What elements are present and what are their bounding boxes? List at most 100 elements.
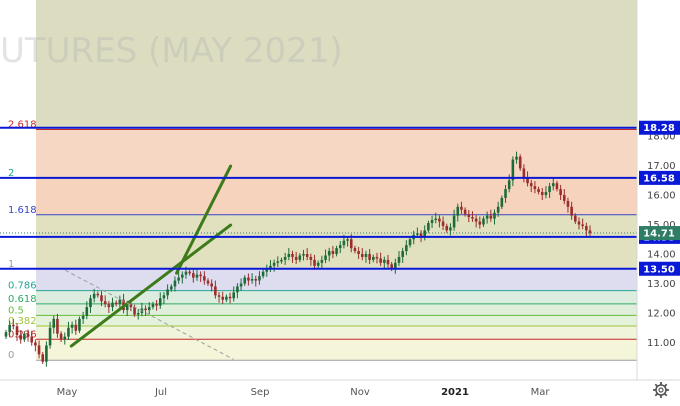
y-tick-label: 18.00 bbox=[647, 132, 676, 143]
candle bbox=[581, 224, 584, 226]
candle bbox=[239, 283, 243, 287]
fib-label: 0.382 bbox=[8, 316, 37, 327]
candle bbox=[467, 214, 471, 218]
candle bbox=[103, 301, 107, 305]
candle bbox=[537, 189, 540, 193]
candle bbox=[496, 206, 500, 213]
price-tag[interactable] bbox=[639, 170, 680, 185]
candle bbox=[357, 251, 360, 254]
fib-label: 2 bbox=[8, 168, 14, 179]
x-tick-label: Jul bbox=[154, 387, 167, 398]
price-tag-label: 16.58 bbox=[643, 173, 675, 184]
candle bbox=[518, 156, 522, 169]
candle bbox=[434, 218, 438, 221]
candle bbox=[111, 302, 114, 308]
time-scale-background[interactable] bbox=[0, 380, 637, 402]
candle bbox=[195, 274, 199, 278]
candle bbox=[147, 307, 151, 311]
y-tick-label: 15.00 bbox=[647, 220, 676, 231]
candle bbox=[70, 324, 74, 328]
fib-band bbox=[36, 129, 637, 178]
candle bbox=[276, 261, 280, 263]
y-axis: 11.00 12.00 13.00 14.00 15.00 16.00 17.00 18.00 bbox=[647, 132, 676, 350]
candle bbox=[92, 293, 96, 299]
fib-band bbox=[36, 303, 637, 316]
candle bbox=[485, 215, 489, 219]
candle bbox=[324, 255, 327, 260]
candle bbox=[192, 273, 195, 278]
y-tick-label: 17.00 bbox=[647, 161, 676, 172]
trendline-steep[interactable] bbox=[175, 164, 233, 275]
price-tag[interactable] bbox=[639, 261, 680, 276]
candle bbox=[283, 256, 287, 260]
fib-label: 1.618 bbox=[8, 205, 37, 216]
candle bbox=[81, 315, 85, 319]
candle bbox=[78, 318, 81, 331]
candle bbox=[125, 304, 129, 311]
candle bbox=[8, 324, 11, 333]
candle bbox=[405, 245, 408, 252]
price-tag[interactable] bbox=[639, 120, 680, 135]
candle bbox=[327, 251, 331, 256]
candle bbox=[89, 298, 92, 308]
candle bbox=[302, 254, 305, 256]
candle bbox=[386, 259, 390, 265]
candle bbox=[162, 295, 166, 299]
candle bbox=[441, 221, 445, 226]
candle bbox=[133, 307, 136, 315]
price-scale-background[interactable] bbox=[637, 0, 680, 402]
candle bbox=[445, 225, 449, 231]
candle bbox=[478, 221, 482, 225]
candle bbox=[482, 218, 485, 225]
candle bbox=[261, 271, 265, 277]
candle bbox=[522, 168, 526, 178]
candle bbox=[305, 254, 309, 257]
trendline-support[interactable] bbox=[69, 223, 233, 348]
candle bbox=[548, 186, 551, 193]
candle bbox=[320, 259, 324, 263]
candle bbox=[574, 215, 577, 222]
candle bbox=[287, 254, 291, 257]
candle bbox=[313, 259, 316, 266]
x-tick-label: May bbox=[57, 387, 78, 398]
candle bbox=[309, 256, 313, 260]
candle bbox=[232, 292, 236, 299]
candle bbox=[129, 304, 133, 308]
gear-icon[interactable] bbox=[653, 382, 669, 398]
fib-label: 0.786 bbox=[8, 281, 37, 292]
candle bbox=[335, 248, 338, 254]
candle bbox=[247, 277, 250, 281]
x-tick-label: Sep bbox=[251, 387, 270, 398]
candle bbox=[206, 280, 210, 284]
candle bbox=[562, 195, 566, 201]
fib-band bbox=[36, 290, 637, 304]
candle bbox=[144, 308, 147, 311]
y-tick-label: 14.00 bbox=[647, 250, 676, 261]
candle bbox=[570, 206, 573, 216]
price-tag-label: 14.71 bbox=[643, 229, 675, 240]
candle bbox=[59, 333, 63, 340]
candle bbox=[379, 258, 382, 263]
candle bbox=[544, 192, 548, 195]
candle bbox=[203, 276, 206, 281]
price-tag-label: 13.50 bbox=[643, 264, 675, 275]
fib-label: 1 bbox=[8, 259, 14, 270]
candle bbox=[280, 259, 283, 262]
candle bbox=[489, 215, 493, 219]
candle bbox=[30, 336, 34, 343]
trendline-dashed-decline[interactable] bbox=[64, 269, 234, 360]
candle bbox=[291, 254, 294, 257]
candle bbox=[559, 189, 562, 195]
candle bbox=[19, 335, 22, 340]
candle bbox=[515, 156, 518, 160]
x-axis: May Jul Sep Nov 2021 Mar bbox=[57, 387, 551, 398]
candle bbox=[438, 218, 441, 222]
candle bbox=[221, 296, 225, 300]
price-tag[interactable] bbox=[639, 226, 680, 241]
candle bbox=[96, 293, 100, 296]
fib-band bbox=[36, 268, 637, 291]
